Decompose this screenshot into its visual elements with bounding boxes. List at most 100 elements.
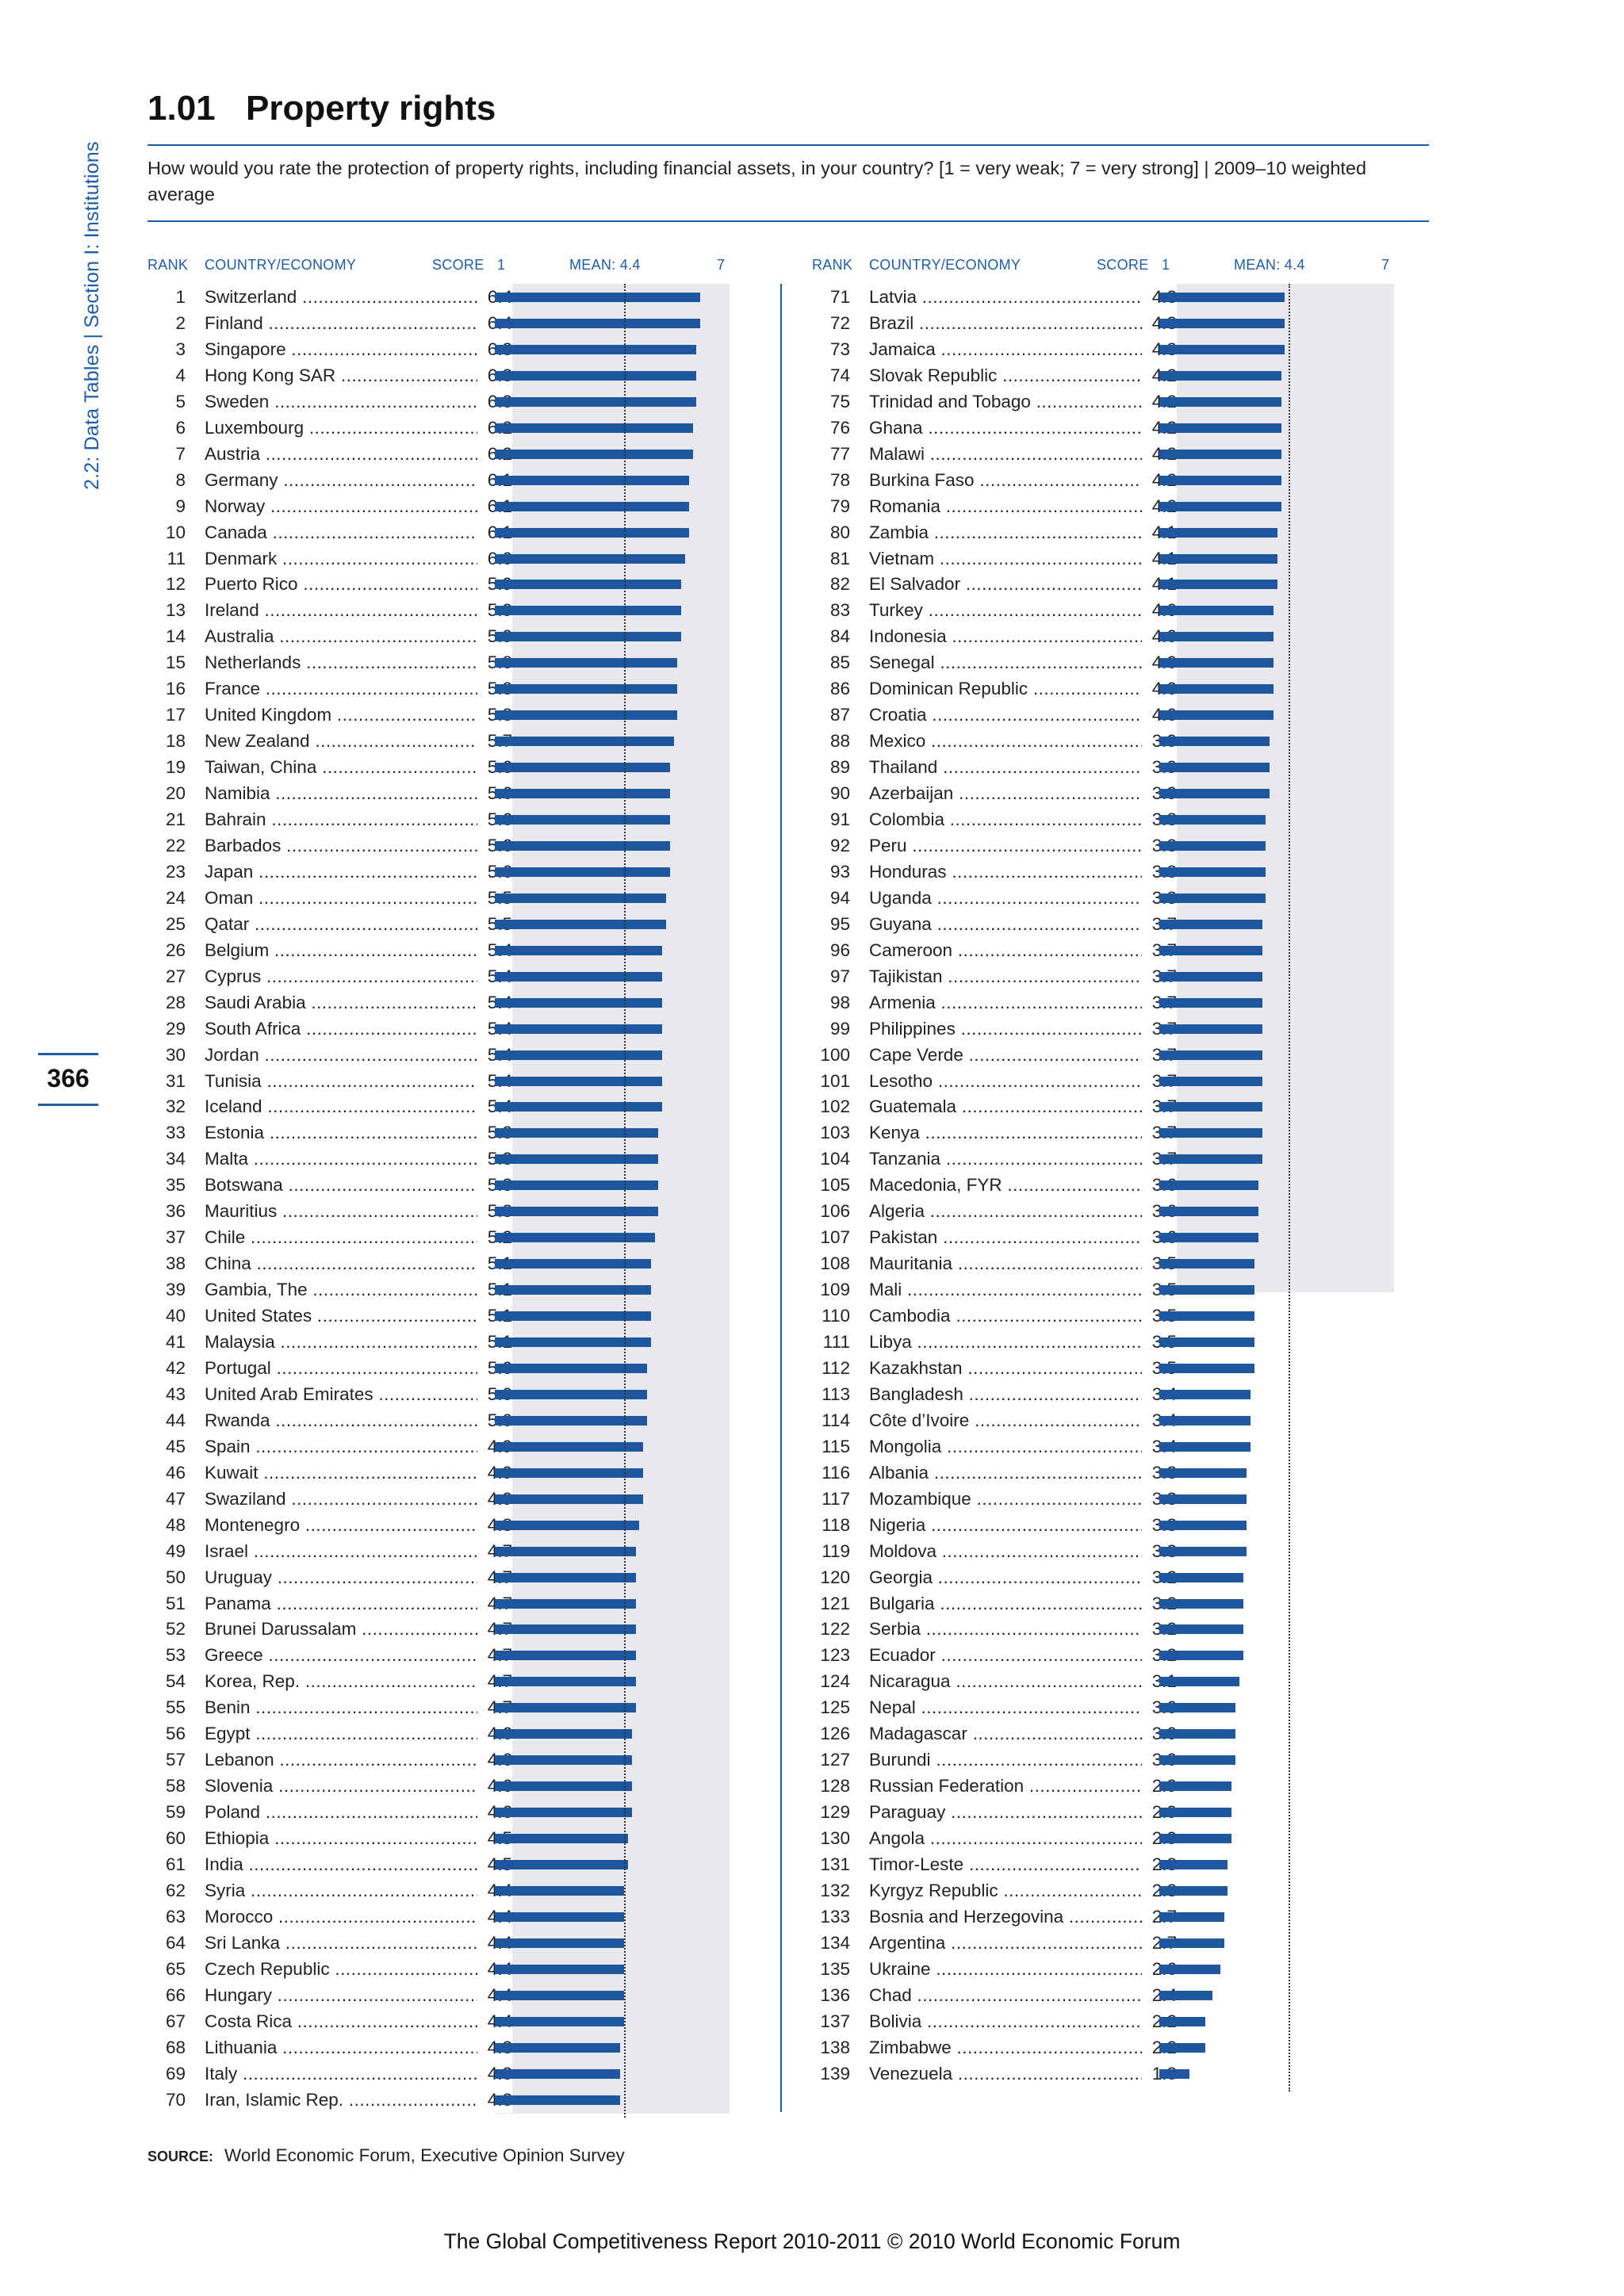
score-bar (1159, 658, 1274, 668)
score-bar (1159, 1441, 1251, 1452)
score-bar (495, 1468, 644, 1478)
country-cell: Belgium (205, 937, 477, 963)
rank-cell: 119 (822, 1540, 850, 1561)
country-cell: Guyana (869, 911, 1142, 937)
table-row: 31Tunisia5.4 (147, 1067, 512, 1094)
score-bar (495, 1181, 659, 1191)
table-row: 85Senegal4.0 (812, 649, 1177, 676)
score-bar (495, 1990, 625, 2000)
country-cell: Slovenia (205, 1773, 477, 1799)
table-row: 1Switzerland6.4 (147, 284, 512, 310)
table-row: 136Chad2.4 (812, 1981, 1177, 2008)
country-cell: Switzerland (205, 284, 477, 310)
country-cell: Taiwan, China (205, 754, 477, 780)
rank-cell: 19 (165, 757, 186, 778)
table-row: 118Nigeria3.3 (812, 1511, 1177, 1538)
scale-max-right: 7 (1381, 257, 1390, 273)
table-row: 34Malta5.3 (147, 1146, 512, 1173)
country-cell: Rwanda (205, 1407, 477, 1433)
rank-cell: 35 (165, 1175, 186, 1196)
country-cell: Bolivia (869, 2008, 1142, 2034)
table-row: 59Poland4.6 (147, 1799, 512, 1826)
rank-cell: 57 (165, 1750, 186, 1770)
rank-cell: 33 (165, 1123, 186, 1143)
rank-cell: 135 (820, 1958, 850, 1979)
score-cell: 4.7 (477, 1694, 512, 1721)
score-bar (1159, 318, 1285, 328)
country-cell: Algeria (869, 1198, 1142, 1224)
page-number-rule-bottom (38, 1104, 98, 1106)
rank-cell: 44 (165, 1410, 186, 1430)
score-bar (495, 396, 697, 407)
country-cell: Macedonia, FYR (869, 1172, 1142, 1198)
rank-cell: 75 (829, 391, 850, 411)
table-row: 33Estonia5.3 (147, 1119, 512, 1146)
score-bar (1159, 840, 1266, 851)
rank-cell: 39 (165, 1280, 186, 1300)
score-bar (495, 475, 689, 485)
rank-cell: 91 (829, 809, 850, 829)
country-cell: Netherlands (205, 649, 477, 675)
country-cell: Cameroon (869, 937, 1142, 963)
table-row: 92Peru3.8 (812, 832, 1177, 859)
country-cell: Ethiopia (205, 1825, 477, 1851)
table-row: 124Nicaragua3.1 (812, 1668, 1177, 1695)
score-bar (495, 553, 685, 564)
table-row: 61India4.5 (147, 1851, 512, 1877)
rank-cell: 112 (822, 1357, 850, 1378)
table-row: 5Sweden6.3 (147, 388, 512, 415)
rank-cell: 60 (165, 1828, 186, 1849)
score-bar (1159, 1154, 1262, 1165)
rank-cell: 71 (829, 287, 850, 307)
table-row: 122Serbia3.2 (812, 1616, 1177, 1643)
table-row: 62Syria4.4 (147, 1877, 512, 1904)
country-cell: Canada (205, 519, 477, 545)
question-rule (147, 220, 1429, 222)
country-cell: Estonia (205, 1119, 477, 1146)
country-cell: Ecuador (869, 1642, 1142, 1668)
table-row: 46Kuwait4.9 (147, 1459, 512, 1486)
rank-cell: 25 (165, 913, 186, 934)
score-bar (1159, 1677, 1239, 1687)
rank-cell: 132 (820, 1880, 850, 1900)
score-bar (495, 867, 670, 877)
rank-cell: 18 (165, 731, 186, 752)
rank-cell: 94 (829, 887, 850, 908)
rank-cell: 114 (822, 1410, 850, 1430)
score-bar (1159, 1363, 1254, 1373)
country-cell: Guatemala (869, 1093, 1142, 1119)
country-cell: Cambodia (869, 1303, 1142, 1329)
country-cell: Norway (205, 493, 477, 519)
country-cell: Malta (205, 1146, 477, 1172)
score-bar (1159, 971, 1262, 982)
rank-cell: 87 (829, 705, 850, 725)
country-cell: Côte d’Ivoire (869, 1407, 1142, 1433)
country-cell: France (205, 675, 477, 702)
score-bar (495, 1808, 632, 1818)
country-cell: Armenia (869, 989, 1142, 1016)
score-bar (1159, 1624, 1243, 1635)
country-cell: Nepal (869, 1694, 1142, 1720)
table-row: 30Jordan5.4 (147, 1041, 512, 1068)
country-cell: Bosnia and Herzegovina (869, 1904, 1142, 1930)
rank-cell: 14 (165, 626, 186, 647)
table-row: 99Philippines3.7 (812, 1015, 1177, 1042)
rank-cell: 22 (165, 835, 186, 855)
score-bar (495, 971, 663, 982)
table-row: 23Japan5.6 (147, 858, 512, 885)
rank-cell: 130 (820, 1828, 850, 1849)
rank-cell: 109 (820, 1280, 850, 1300)
country-cell: Oman (205, 885, 477, 911)
score-bar (1159, 997, 1262, 1008)
score-bar (495, 1572, 636, 1582)
rank-cell: 101 (820, 1070, 850, 1091)
country-cell: Dominican Republic (869, 675, 1142, 702)
table-row: 24Oman5.5 (147, 884, 512, 911)
rank-cell: 6 (175, 417, 186, 438)
table-row: 53Greece4.7 (147, 1642, 512, 1669)
table-row: 60Ethiopia4.5 (147, 1825, 512, 1852)
rank-cell: 45 (165, 1436, 186, 1456)
table-row: 94Uganda3.8 (812, 884, 1177, 911)
